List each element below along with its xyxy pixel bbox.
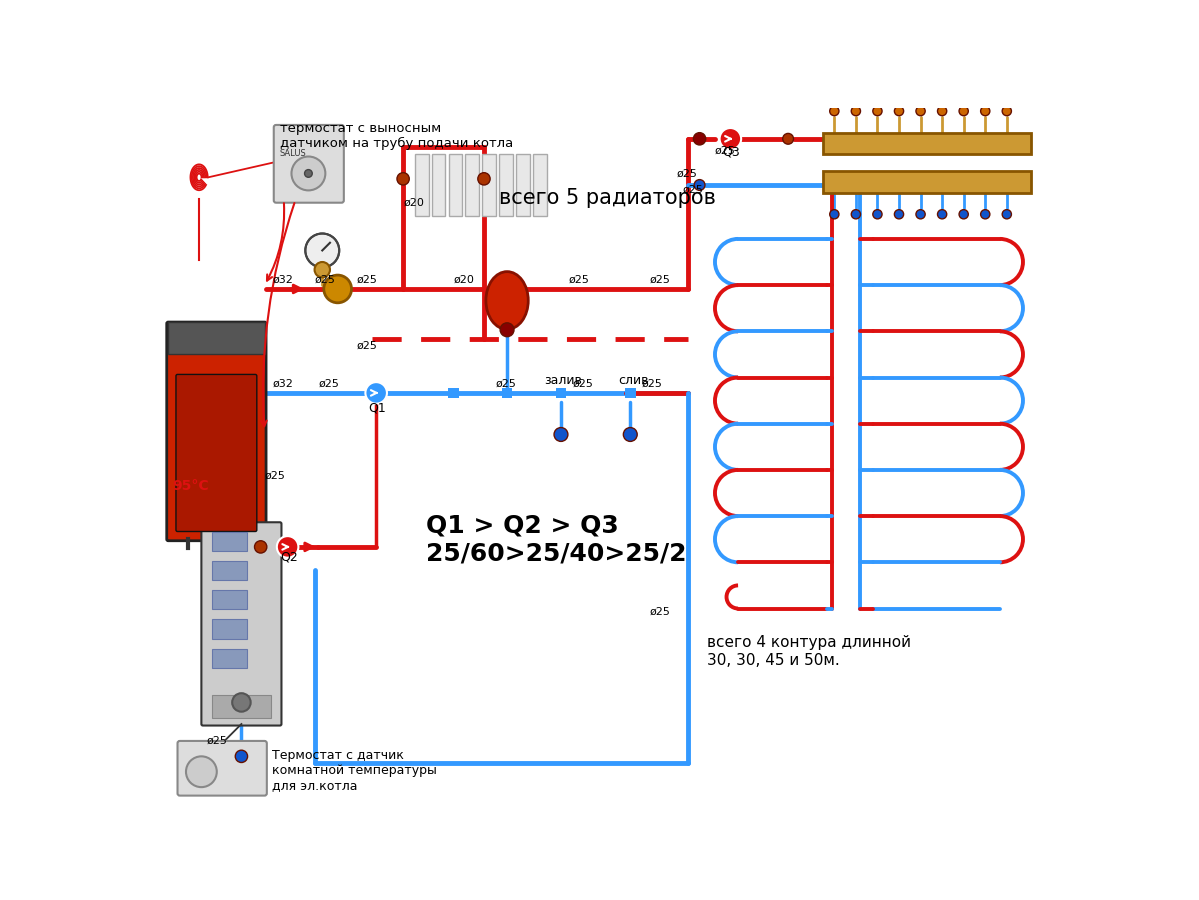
Circle shape xyxy=(830,210,839,219)
Text: ø25: ø25 xyxy=(319,378,339,388)
Text: ø25: ø25 xyxy=(568,274,590,284)
Circle shape xyxy=(233,693,251,712)
Bar xyxy=(448,154,463,216)
Text: ø25: ø25 xyxy=(573,378,594,388)
Circle shape xyxy=(981,106,990,116)
Bar xyxy=(499,154,513,216)
Circle shape xyxy=(693,132,706,145)
Text: термостат с выносным
датчиком на трубу подачи котла: термостат с выносным датчиком на трубу п… xyxy=(279,122,513,150)
Text: ø25: ø25 xyxy=(265,471,285,481)
Text: ø25: ø25 xyxy=(357,274,378,284)
Text: ø25: ø25 xyxy=(495,378,517,388)
Bar xyxy=(482,154,496,216)
Text: ø25: ø25 xyxy=(650,274,670,284)
Circle shape xyxy=(306,233,339,267)
Circle shape xyxy=(719,128,741,149)
Bar xyxy=(501,388,512,399)
Bar xyxy=(465,154,480,216)
Text: ø25: ø25 xyxy=(641,378,663,388)
Text: Q1: Q1 xyxy=(368,401,386,415)
Circle shape xyxy=(873,106,882,116)
Text: 95°С: 95°С xyxy=(173,479,209,493)
Circle shape xyxy=(916,210,926,219)
Circle shape xyxy=(1002,210,1012,219)
Circle shape xyxy=(235,751,247,762)
Circle shape xyxy=(366,382,387,404)
FancyBboxPatch shape xyxy=(201,522,282,725)
Circle shape xyxy=(873,210,882,219)
Text: ø20: ø20 xyxy=(453,274,474,284)
Circle shape xyxy=(397,173,409,185)
Bar xyxy=(555,388,566,399)
Text: Термостат с датчик
комнатной температуры
для эл.котла: Термостат с датчик комнатной температуры… xyxy=(272,749,438,792)
Bar xyxy=(432,154,446,216)
Circle shape xyxy=(186,756,217,788)
Circle shape xyxy=(254,541,267,554)
Text: Q2: Q2 xyxy=(279,551,297,563)
Circle shape xyxy=(851,106,861,116)
Text: залив: залив xyxy=(544,374,582,387)
Text: ø20: ø20 xyxy=(403,198,424,208)
FancyBboxPatch shape xyxy=(177,741,267,796)
Bar xyxy=(212,649,247,668)
Bar xyxy=(212,590,247,609)
Circle shape xyxy=(623,428,637,441)
Circle shape xyxy=(783,133,794,144)
Circle shape xyxy=(291,157,325,191)
Circle shape xyxy=(830,106,839,116)
Bar xyxy=(447,388,458,399)
Text: всего 5 радиаторов: всего 5 радиаторов xyxy=(499,188,716,208)
Text: ø25: ø25 xyxy=(206,735,228,745)
Text: ø32: ø32 xyxy=(272,274,293,284)
Text: ø25: ø25 xyxy=(715,146,736,156)
Bar xyxy=(168,322,265,355)
Circle shape xyxy=(916,106,926,116)
Circle shape xyxy=(959,210,969,219)
Circle shape xyxy=(938,210,947,219)
Bar xyxy=(823,171,1031,193)
Text: всего 4 контура длинной
30, 30, 45 и 50м.: всего 4 контура длинной 30, 30, 45 и 50м… xyxy=(707,635,911,668)
Circle shape xyxy=(1002,106,1012,116)
Text: Q1 > Q2 > Q3
25/60>25/40>25/2: Q1 > Q2 > Q3 25/60>25/40>25/2 xyxy=(426,513,687,565)
Bar xyxy=(212,619,247,638)
Bar xyxy=(212,695,271,718)
Circle shape xyxy=(314,262,330,277)
Text: слив: слив xyxy=(619,374,649,387)
Circle shape xyxy=(981,210,990,219)
Text: Q3: Q3 xyxy=(723,145,741,158)
Bar xyxy=(823,132,1031,154)
Circle shape xyxy=(554,428,568,441)
Bar xyxy=(534,154,547,216)
Circle shape xyxy=(324,275,351,302)
Circle shape xyxy=(851,210,861,219)
Text: SALUS: SALUS xyxy=(279,149,307,158)
FancyBboxPatch shape xyxy=(167,322,266,541)
Bar xyxy=(517,154,530,216)
Text: ø25: ø25 xyxy=(676,169,698,179)
Bar xyxy=(415,154,428,216)
Bar xyxy=(212,532,247,551)
Text: ø25: ø25 xyxy=(650,607,670,616)
Ellipse shape xyxy=(486,272,529,329)
Circle shape xyxy=(694,180,705,191)
Bar xyxy=(625,388,635,399)
Circle shape xyxy=(894,210,904,219)
FancyBboxPatch shape xyxy=(176,374,257,532)
Circle shape xyxy=(277,536,299,558)
Circle shape xyxy=(478,173,490,185)
Bar xyxy=(212,561,247,580)
Text: ø25: ø25 xyxy=(682,184,704,194)
Text: ø32: ø32 xyxy=(272,378,293,388)
Circle shape xyxy=(305,169,312,177)
Circle shape xyxy=(959,106,969,116)
Text: ø25: ø25 xyxy=(357,340,378,351)
Text: ø25: ø25 xyxy=(314,274,336,284)
Circle shape xyxy=(894,106,904,116)
Circle shape xyxy=(938,106,947,116)
Circle shape xyxy=(500,323,514,337)
FancyBboxPatch shape xyxy=(273,125,344,202)
